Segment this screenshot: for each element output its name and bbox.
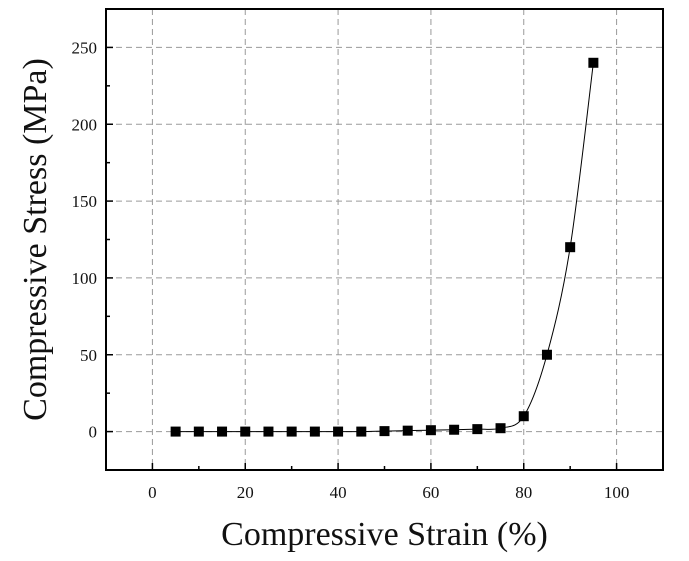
x-tick-label: 60 <box>422 483 439 502</box>
tick-labels: 0 20 40 60 80 100 0 50 100 150 200 250 <box>72 38 630 502</box>
data-point <box>286 426 297 437</box>
y-tick-label: 50 <box>80 346 97 365</box>
data-point <box>263 426 274 437</box>
ticks <box>106 46 618 470</box>
y-tick-label: 150 <box>72 192 98 211</box>
data-point <box>309 426 320 437</box>
data-point <box>170 426 181 437</box>
data-point <box>333 426 344 437</box>
data-point <box>425 425 436 436</box>
data-point <box>217 426 228 437</box>
x-tick-label: 0 <box>148 483 157 502</box>
y-axis-title: Compressive Stress (MPa) <box>17 58 54 421</box>
x-tick-label: 100 <box>604 483 630 502</box>
y-tick-label: 0 <box>89 423 98 442</box>
data-point <box>379 426 390 437</box>
x-tick-label: 80 <box>515 483 532 502</box>
y-tick-label: 200 <box>72 115 98 134</box>
x-tick-label: 20 <box>237 483 254 502</box>
data-point <box>193 426 204 437</box>
data-point <box>356 426 367 437</box>
data-point <box>402 425 413 436</box>
y-tick-label: 100 <box>72 269 98 288</box>
x-axis-title: Compressive Strain (%) <box>221 516 548 553</box>
x-tick-label: 40 <box>330 483 347 502</box>
series-layer <box>170 57 599 437</box>
data-point <box>541 349 552 360</box>
data-point <box>518 411 529 422</box>
data-point <box>472 424 483 435</box>
data-point <box>449 424 460 435</box>
data-point <box>495 423 506 434</box>
y-tick-label: 250 <box>72 38 98 57</box>
data-point <box>240 426 251 437</box>
data-point <box>565 242 576 253</box>
data-point <box>588 57 599 68</box>
